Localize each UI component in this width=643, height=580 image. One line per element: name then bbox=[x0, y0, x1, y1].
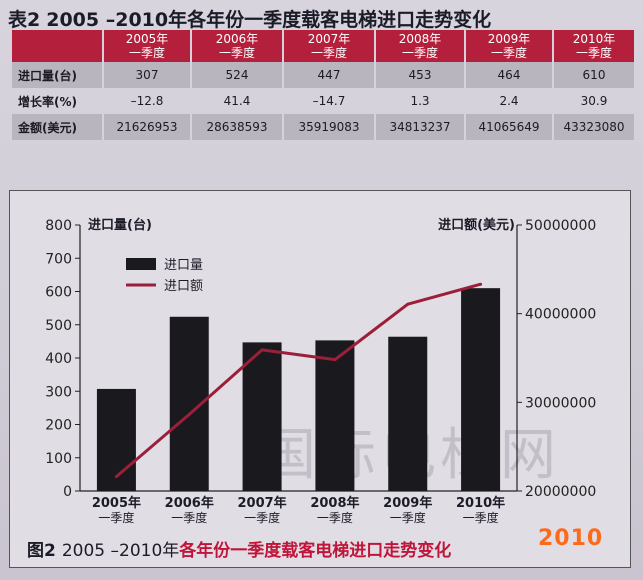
table-cell: 307 bbox=[102, 62, 190, 88]
table-cell: 464 bbox=[464, 62, 552, 88]
right-axis-title: 进口额(美元) bbox=[438, 217, 515, 233]
table-cell: 41065649 bbox=[464, 114, 552, 140]
caption-text-a: 2005 –2010年 bbox=[61, 541, 180, 561]
table-header-2008: 2008年 一季度 bbox=[374, 30, 464, 62]
left-tick-label: 800 bbox=[45, 218, 72, 234]
table-cell: 610 bbox=[552, 62, 634, 88]
table-header-2007: 2007年 一季度 bbox=[282, 30, 374, 62]
line-point bbox=[260, 348, 264, 352]
table-header-row: 2005年 一季度 2006年 一季度 2007年 一季度 2008年 一季度 2009… bbox=[12, 30, 634, 62]
line-point bbox=[114, 475, 118, 479]
left-tick-label: 500 bbox=[45, 318, 72, 334]
table-cell: 41.4 bbox=[190, 88, 282, 114]
table-header-2005: 2005年 一季度 bbox=[102, 30, 190, 62]
table-cell: –12.8 bbox=[102, 88, 190, 114]
row-label: 进口量(台) bbox=[12, 62, 102, 88]
legend-label-bar: 进口量 bbox=[164, 258, 203, 273]
line-series-import-value bbox=[115, 282, 481, 478]
x-tick-sublabel: 一季度 bbox=[317, 510, 353, 525]
legend-swatch-bar bbox=[126, 258, 156, 270]
table-cell: 28638593 bbox=[190, 114, 282, 140]
right-tick-label: 40000000 bbox=[525, 307, 596, 323]
left-tick-label: 0 bbox=[63, 484, 72, 500]
figure-caption: 图2 2005 –2010年各年份一季度载客电梯进口走势变化 bbox=[27, 536, 451, 561]
right-tick-label: 50000000 bbox=[525, 218, 596, 234]
table-cell: 35919083 bbox=[282, 114, 374, 140]
line-point bbox=[187, 412, 191, 416]
x-tick-label: 2010年 bbox=[456, 495, 505, 511]
data-table: 2005年 一季度 2006年 一季度 2007年 一季度 2008年 一季度 2009… bbox=[12, 30, 634, 140]
table-header-2006: 2006年 一季度 bbox=[190, 30, 282, 62]
table-row: 金额(美元) 21626953 28638593 35919083 348132… bbox=[12, 114, 634, 140]
table-cell: 447 bbox=[282, 62, 374, 88]
row-label: 金额(美元) bbox=[12, 114, 102, 140]
table-label: 表2 bbox=[8, 9, 41, 31]
x-tick-sublabel: 一季度 bbox=[390, 510, 426, 525]
table-title: 表2 2005 –2010年各年份一季度载客电梯进口走势变化 bbox=[8, 5, 491, 32]
table-cell: 2.4 bbox=[464, 88, 552, 114]
line-point bbox=[406, 302, 410, 306]
table-cell: 453 bbox=[374, 62, 464, 88]
right-tick-label: 20000000 bbox=[525, 484, 596, 500]
date-stamp: 20107 bbox=[538, 526, 643, 551]
table-title-text: 2005 –2010年各年份一季度载客电梯进口走势变化 bbox=[46, 9, 492, 31]
x-tick-label: 2006年 bbox=[165, 495, 214, 511]
left-tick-label: 300 bbox=[45, 384, 72, 400]
stamp-year: 2010 bbox=[538, 526, 604, 551]
bar bbox=[315, 340, 355, 491]
left-tick-label: 100 bbox=[45, 451, 72, 467]
table-row: 进口量(台) 307 524 447 453 464 610 bbox=[12, 62, 634, 88]
x-tick-sublabel: 一季度 bbox=[98, 510, 134, 525]
x-tick-label: 2009年 bbox=[383, 495, 432, 511]
bar bbox=[242, 342, 282, 491]
x-tick-label: 2007年 bbox=[237, 495, 286, 511]
x-tick-sublabel: 一季度 bbox=[244, 510, 280, 525]
table-cell: 43323080 bbox=[552, 114, 634, 140]
left-tick-label: 400 bbox=[45, 351, 72, 367]
right-tick-label: 30000000 bbox=[525, 395, 596, 411]
table-row: 增长率(%) –12.8 41.4 –14.7 1.3 2.4 30.9 bbox=[12, 88, 634, 114]
left-tick-label: 700 bbox=[45, 251, 72, 267]
legend-label-line: 进口额 bbox=[164, 279, 203, 294]
table-cell: 1.3 bbox=[374, 88, 464, 114]
row-label: 增长率(%) bbox=[18, 94, 77, 109]
bar bbox=[461, 288, 501, 491]
x-tick-label: 2005年 bbox=[92, 495, 141, 511]
caption-text-b: 各年份一季度载客电梯进口走势变化 bbox=[179, 541, 452, 561]
x-tick-label: 2008年 bbox=[310, 495, 359, 511]
bar bbox=[388, 336, 428, 491]
caption-label: 图2 bbox=[27, 541, 56, 561]
bar bbox=[96, 388, 136, 491]
table-cell: 30.9 bbox=[552, 88, 634, 114]
table-cell: –14.7 bbox=[282, 88, 374, 114]
table-cell: 524 bbox=[190, 62, 282, 88]
left-tick-label: 200 bbox=[45, 418, 72, 434]
left-axis-title: 进口量(台) bbox=[88, 217, 152, 233]
table-cell: 34813237 bbox=[374, 114, 464, 140]
line-point bbox=[479, 282, 483, 286]
x-tick-sublabel: 一季度 bbox=[171, 510, 207, 525]
table-corner bbox=[12, 30, 102, 62]
table-header-2010: 2010年 一季度 bbox=[552, 30, 634, 62]
left-tick-label: 600 bbox=[45, 285, 72, 301]
table-header-2009: 2009年 一季度 bbox=[464, 30, 552, 62]
line-point bbox=[333, 358, 337, 362]
table-cell: 21626953 bbox=[102, 114, 190, 140]
x-tick-sublabel: 一季度 bbox=[463, 510, 499, 525]
